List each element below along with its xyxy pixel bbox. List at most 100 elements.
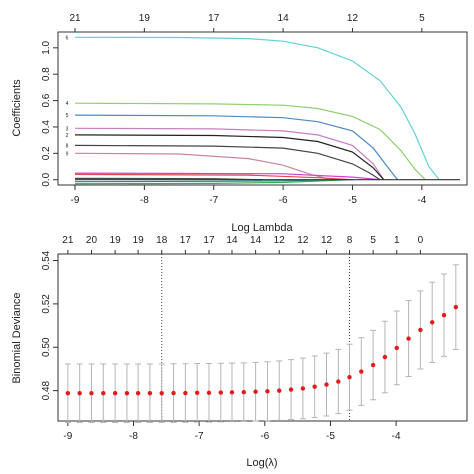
top-tick-label: 12 <box>321 235 333 246</box>
deviance-point <box>112 391 118 396</box>
error-bars <box>64 264 459 424</box>
deviance-point <box>406 336 411 341</box>
axes: -9 -8 -7 -6 -5 -4 0.0 0.2 0.4 0.6 0.8 1.0 21 19 17 14 12… <box>41 13 427 206</box>
deviance-point <box>430 320 435 325</box>
top-tick-label: 17 <box>203 235 215 246</box>
deviance-point <box>336 379 341 384</box>
x-tick-label: -7 <box>209 195 218 206</box>
top-tick-label: 0 <box>418 235 424 246</box>
deviance-points <box>65 304 459 396</box>
line-labels: 6 4 5 32 8 9 <box>66 35 69 157</box>
x-tick-label: -5 <box>348 195 357 206</box>
x-tick-label: -9 <box>71 195 80 206</box>
deviance-point <box>65 391 71 396</box>
coefficient-line <box>74 134 385 181</box>
x-tick-label: -8 <box>129 431 138 442</box>
line-label: 6 <box>66 35 69 41</box>
deviance-point <box>347 374 352 380</box>
deviance-point <box>453 304 459 310</box>
coefficient-lines <box>74 36 460 185</box>
line-label: 2 <box>66 133 69 139</box>
deviance-point <box>183 390 188 396</box>
deviance-point <box>241 389 246 395</box>
y-tick-label: 0.4 <box>41 120 52 134</box>
deviance-point <box>206 390 212 396</box>
x-tick-label: -5 <box>326 431 335 442</box>
top-tick-label: 1 <box>394 235 400 246</box>
deviance-point <box>394 345 399 351</box>
coefficient-line <box>74 179 353 185</box>
x-tick-label: -4 <box>417 195 426 206</box>
deviance-point <box>277 388 282 393</box>
top-tick-label: 12 <box>297 235 309 246</box>
deviance-point <box>370 362 376 368</box>
y-tick-label: 0.0 <box>41 172 52 186</box>
top-tick-label: 14 <box>278 13 290 24</box>
coefficient-path-panel: -9 -8 -7 -6 -5 -4 0.0 0.2 0.4 0.6 0.8 1.0 21 19 17 14 12… <box>11 13 468 234</box>
top-tick-label: 12 <box>274 235 286 246</box>
coefficient-line <box>74 114 399 181</box>
deviance-point <box>312 384 317 389</box>
y-tick-label: 0.54 <box>41 250 52 270</box>
top-tick-label: 20 <box>86 235 98 246</box>
y-tick-label: 1.0 <box>41 40 52 54</box>
coefficient-line <box>74 36 440 181</box>
deviance-point <box>89 391 94 396</box>
top-tick-label: 8 <box>347 235 353 246</box>
top-tick-label: 5 <box>370 235 376 246</box>
reference-lines <box>161 254 350 421</box>
deviance-point <box>171 390 176 396</box>
line-label: 3 <box>66 126 69 132</box>
y-tick-label: 0.8 <box>41 67 52 81</box>
coefficient-line <box>74 152 332 181</box>
x-tick-label: -9 <box>63 431 72 442</box>
coefficient-line <box>74 144 381 181</box>
coefficient-line <box>74 102 426 181</box>
line-label: 8 <box>66 143 69 149</box>
deviance-point <box>77 391 82 396</box>
plot-frame <box>57 31 468 186</box>
line-label: 5 <box>66 113 69 119</box>
top-tick-label: 18 <box>156 235 168 246</box>
y-tick-label: 0.6 <box>41 93 52 107</box>
y-tick-label: 0.50 <box>41 337 52 357</box>
top-tick-label: 14 <box>250 235 262 246</box>
y-tick-label: 0.48 <box>41 380 52 400</box>
top-tick-label: 14 <box>226 235 238 246</box>
top-tick-label: 21 <box>62 235 74 246</box>
top-tick-label: 17 <box>180 235 192 246</box>
y-axis-label: Binomial Deviance <box>11 292 23 383</box>
y-tick-label: 0.52 <box>41 294 52 314</box>
top-tick-label: 19 <box>133 235 145 246</box>
deviance-point <box>441 312 447 318</box>
deviance-point <box>324 382 329 387</box>
coefficient-line <box>74 172 381 181</box>
x-axis-label: Log(λ) <box>246 457 277 469</box>
deviance-point <box>382 354 388 360</box>
coefficient-line <box>74 127 385 181</box>
deviance-point <box>147 391 153 396</box>
x-tick-label: -8 <box>140 195 149 206</box>
x-axis-label: Log Lambda <box>231 222 293 234</box>
deviance-point <box>159 391 164 396</box>
plot-frame <box>57 253 468 422</box>
line-label: 9 <box>66 151 69 157</box>
deviance-point <box>418 327 423 333</box>
deviance-point <box>101 391 106 396</box>
deviance-point <box>229 390 235 395</box>
top-tick-label: 19 <box>110 235 122 246</box>
y-axis-label: Coefficients <box>11 79 23 137</box>
deviance-point <box>218 390 224 395</box>
line-label: 4 <box>66 101 69 107</box>
x-tick-label: -4 <box>392 431 401 442</box>
deviance-point <box>300 386 306 391</box>
x-tick-label: -6 <box>260 431 269 442</box>
deviance-point <box>253 389 258 394</box>
deviance-point <box>194 390 200 396</box>
deviance-point <box>359 369 364 374</box>
deviance-point <box>124 391 130 396</box>
deviance-point <box>265 389 270 394</box>
